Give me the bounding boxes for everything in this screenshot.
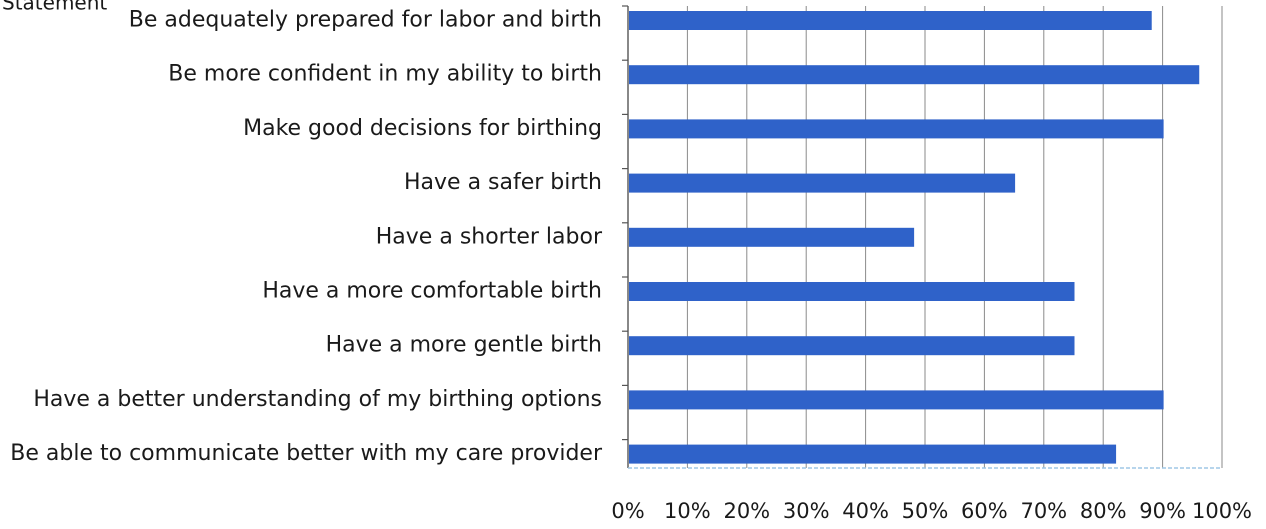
x-tick-label: 0%	[611, 499, 644, 523]
bar	[629, 336, 1075, 356]
bar	[629, 65, 1200, 85]
category-labels: Be adequately prepared for labor and bir…	[10, 8, 603, 467]
category-label: Have a shorter labor	[376, 224, 603, 249]
bar	[629, 390, 1164, 410]
chart-title: Statement	[2, 0, 107, 15]
bar	[629, 173, 1016, 193]
x-tick-label: 90%	[1139, 499, 1186, 523]
x-tick-label: 40%	[842, 499, 889, 523]
category-label: Have a more gentle birth	[326, 333, 602, 358]
x-tick-label: 50%	[902, 499, 949, 523]
x-tick-label: 100%	[1192, 499, 1252, 523]
category-label: Be more confident in my ability to birth	[168, 62, 602, 87]
category-label: Have a more comfortable birth	[262, 279, 602, 304]
x-tick-label: 80%	[1080, 499, 1127, 523]
category-label: Be able to communicate better with my ca…	[10, 441, 603, 466]
bar	[629, 119, 1164, 139]
x-tick-label: 30%	[783, 499, 830, 523]
bar	[629, 282, 1075, 301]
bar	[629, 444, 1117, 464]
x-tick-label: 60%	[961, 499, 1008, 523]
x-tick-label: 20%	[723, 499, 770, 523]
bar	[629, 11, 1152, 30]
x-tick-label: 70%	[1020, 499, 1067, 523]
bar	[629, 227, 915, 247]
category-label: Have a better understanding of my birthi…	[33, 387, 602, 412]
x-tick-labels: 0% 10% 20% 30% 40% 50% 60% 70% 80% 90% 100%	[611, 499, 1252, 523]
category-label: Make good decisions for birthing	[243, 116, 602, 141]
x-tick-label: 10%	[664, 499, 711, 523]
category-label: Have a safer birth	[404, 170, 602, 195]
bars	[629, 11, 1200, 464]
category-label: Be adequately prepared for labor and bir…	[129, 8, 602, 33]
axes	[622, 5, 1222, 469]
